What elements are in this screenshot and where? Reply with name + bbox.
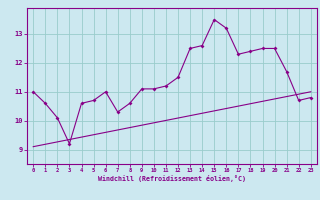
- X-axis label: Windchill (Refroidissement éolien,°C): Windchill (Refroidissement éolien,°C): [98, 175, 246, 182]
